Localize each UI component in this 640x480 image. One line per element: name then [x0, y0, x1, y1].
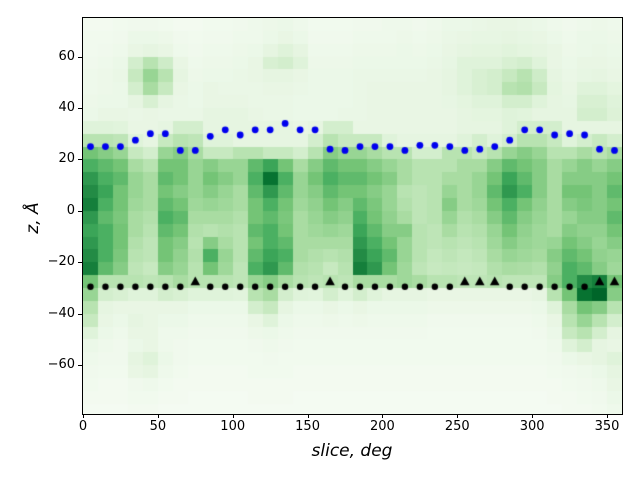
- y-tick-label: 0: [66, 202, 75, 218]
- x-tick-label: 300: [519, 419, 545, 434]
- x-tick-mark: [83, 414, 84, 418]
- y-tick-label: −40: [47, 305, 75, 321]
- y-tick-label: −20: [47, 254, 75, 270]
- x-axis-label: slice, deg: [311, 441, 393, 461]
- y-tick-label: 40: [58, 100, 75, 115]
- y-tick-mark: [78, 210, 82, 212]
- x-tick-mark: [157, 414, 159, 418]
- y-tick-label: −60: [47, 357, 75, 373]
- x-tick-mark: [607, 414, 609, 418]
- x-tick-label: 200: [370, 419, 395, 434]
- y-tick-mark: [78, 313, 82, 315]
- x-tick-mark: [382, 414, 384, 418]
- x-tick-label: 0: [78, 419, 88, 434]
- x-tick-label: 100: [220, 419, 246, 434]
- heatmap-plot-canvas: [83, 18, 622, 414]
- x-tick-label: 150: [295, 419, 320, 434]
- y-tick-mark: [78, 108, 82, 109]
- y-tick-mark: [78, 159, 82, 161]
- y-axis-label: z, Å: [23, 202, 43, 234]
- y-tick-label: 60: [58, 48, 75, 64]
- x-tick-label: 350: [594, 419, 620, 434]
- x-tick-mark: [232, 414, 234, 418]
- x-tick-mark: [532, 414, 534, 418]
- y-tick-mark: [78, 365, 82, 367]
- x-tick-mark: [307, 414, 309, 418]
- y-tick-label: 20: [58, 151, 75, 167]
- x-tick-label: 250: [444, 419, 470, 434]
- y-tick-mark: [78, 56, 82, 58]
- x-tick-mark: [457, 414, 459, 418]
- x-tick-label: 50: [149, 419, 167, 434]
- y-tick-mark: [78, 262, 82, 264]
